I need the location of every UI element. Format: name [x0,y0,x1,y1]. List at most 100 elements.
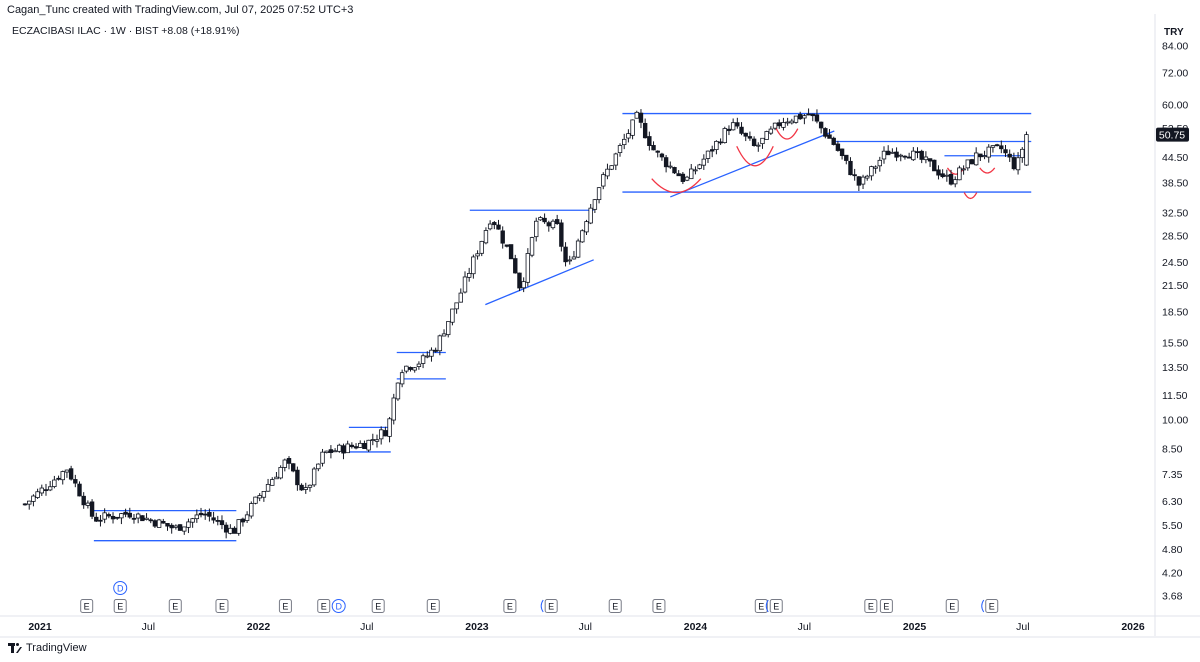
candle-body [106,514,112,517]
price-axis[interactable]: 3.68 4.20 4.80 5.50 6.30 7.35 8.50 10.00 11.50 13… [1162,41,1188,603]
candle-body [479,240,484,254]
earnings-marker-box [426,599,440,613]
earnings-marker-box [608,599,622,613]
candle-body [735,122,740,127]
time-axis[interactable]: 2021 Jul 2022 Jul 2023 Jul 2024 Jul 2025 Jul 2026 [28,621,1145,633]
arc-pattern [979,167,996,174]
candle-body [550,220,556,229]
earnings-marker-box [544,599,558,613]
candle-body [978,153,983,158]
candle-body [446,321,451,336]
candle-body [311,468,317,486]
earnings-marker-box [371,599,385,613]
candle-body [609,165,614,170]
candle-body [647,136,652,146]
price-tick-label: 3.68 [1162,591,1183,603]
candle-body [534,220,539,238]
price-tick-label: 13.50 [1162,362,1188,374]
earnings-marker: E [321,602,327,612]
earnings-marker: E [883,602,889,612]
candle-body [571,256,577,260]
candle-body [337,444,342,452]
earnings-marker-box [168,599,182,613]
candle-body [848,160,853,176]
tradingview-brand: TradingView [8,642,87,654]
candle-body [236,519,241,534]
candle-body [265,483,271,492]
candle-body [718,141,723,144]
candle-body [127,512,132,518]
candle-body [622,138,627,146]
candle-body [303,487,308,490]
candle-body [345,443,350,454]
arc-pattern [775,128,799,140]
candle-body [856,176,862,186]
candle-body [538,217,543,221]
candle-body [77,483,82,497]
time-tick-label: Jul [142,621,155,633]
currency-label[interactable]: TRY [1164,27,1184,38]
candle-body [768,128,774,134]
candle-body [823,128,828,137]
candle-body [290,463,296,472]
candle-body [102,512,107,520]
candle-body [693,169,698,172]
candle-body [240,518,246,523]
symbol-interval[interactable]: 1W [110,25,126,37]
candle-body [1024,134,1029,166]
candle-body [827,134,832,139]
candle-body [286,458,292,464]
candle-body [387,418,392,437]
candle-body [131,517,137,520]
candle-body [454,302,459,310]
candle-body [990,145,996,148]
time-tick-label: Jul [579,621,592,633]
candle-body [877,159,883,167]
candle-body [1015,157,1021,171]
dividend-marker: D [117,584,124,594]
candle-body [496,224,501,230]
candle-body [358,442,363,448]
candle-body [244,514,250,521]
candle-body [466,273,472,278]
candle-body [282,459,288,468]
earnings-marker: E [773,602,779,612]
candle-body [156,519,162,528]
candle-body [517,272,522,289]
arc-pattern [963,192,978,200]
price-tick-label: 60.00 [1162,100,1188,112]
last-price-badge [1156,127,1189,142]
candle-body [257,495,262,499]
candle-body [563,246,568,263]
candle-body [492,222,497,226]
candle-body [559,222,564,247]
candle-body [140,515,145,522]
candle-body [307,484,313,488]
candle-body [362,443,367,450]
candle-body [110,515,116,520]
dividend-marker: D [335,602,342,612]
earnings-marker: E [375,602,381,612]
earnings-marker: E [548,602,554,612]
symbol-name[interactable]: ECZACIBASI ILAC [12,25,101,37]
arc-pattern [651,178,702,194]
separator: · [128,25,136,37]
candle-body [249,503,254,517]
candle-body [119,513,124,519]
candle-body [64,469,70,473]
candle-body [911,150,916,161]
candle-body [881,150,887,160]
candle-body [450,308,455,323]
time-tick-label: 2022 [247,621,271,633]
candle-body [508,244,514,260]
candle-body [630,119,635,136]
candle-body [689,168,694,180]
candle-body [982,155,987,158]
candle-body [575,240,581,258]
earnings-marker: E [656,602,662,612]
candle-body [374,439,380,442]
candle-body [98,519,103,522]
candle-body [588,207,593,224]
candle-body [596,187,602,201]
